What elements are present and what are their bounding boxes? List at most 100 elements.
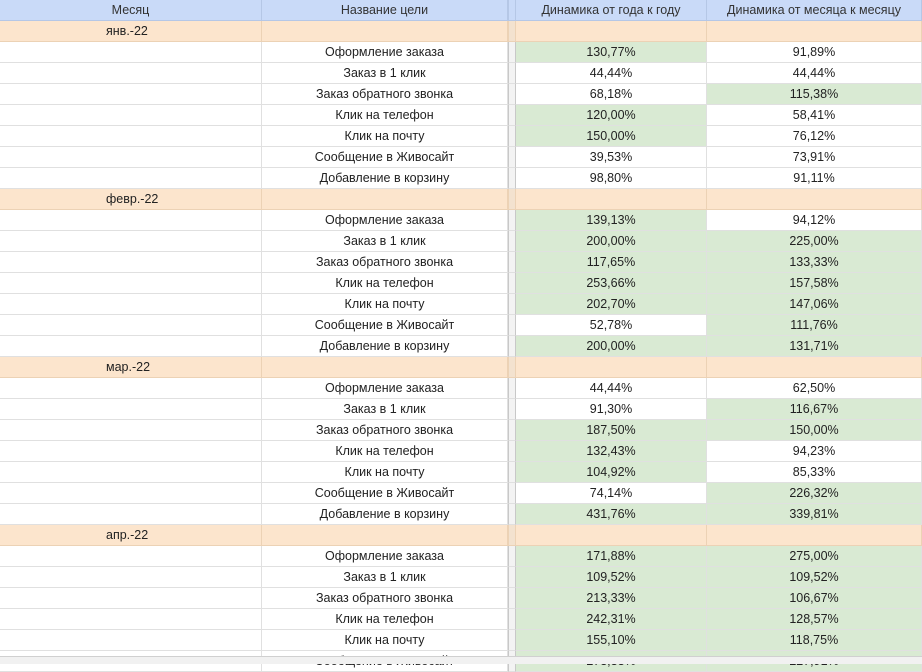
- yoy-cell[interactable]: 139,13%: [516, 210, 707, 231]
- frozen-column-divider[interactable]: [508, 504, 516, 525]
- empty-cell[interactable]: [0, 126, 262, 147]
- frozen-column-divider[interactable]: [508, 609, 516, 630]
- yoy-cell[interactable]: 202,70%: [516, 294, 707, 315]
- empty-cell[interactable]: [0, 546, 262, 567]
- frozen-column-divider[interactable]: [508, 588, 516, 609]
- yoy-cell[interactable]: 74,14%: [516, 483, 707, 504]
- goal-name-cell[interactable]: Сообщение в Живосайт: [262, 315, 508, 336]
- goal-name-cell[interactable]: Оформление заказа: [262, 42, 508, 63]
- yoy-cell[interactable]: 68,18%: [516, 84, 707, 105]
- goal-name-cell[interactable]: Клик на почту: [262, 126, 508, 147]
- mom-cell[interactable]: 58,41%: [707, 105, 922, 126]
- frozen-column-divider[interactable]: [508, 126, 516, 147]
- goal-name-cell[interactable]: Заказ обратного звонка: [262, 420, 508, 441]
- empty-cell[interactable]: [0, 105, 262, 126]
- header-goal-cell[interactable]: Название цели: [262, 0, 508, 21]
- yoy-cell[interactable]: 200,00%: [516, 336, 707, 357]
- month-cell[interactable]: апр.-22: [0, 525, 262, 546]
- empty-cell[interactable]: [0, 483, 262, 504]
- frozen-column-divider[interactable]: [508, 63, 516, 84]
- mom-cell[interactable]: 275,00%: [707, 546, 922, 567]
- empty-cell[interactable]: [0, 441, 262, 462]
- empty-cell[interactable]: [0, 84, 262, 105]
- goal-name-cell[interactable]: Заказ обратного звонка: [262, 84, 508, 105]
- yoy-cell[interactable]: 150,00%: [516, 126, 707, 147]
- mom-cell[interactable]: 133,33%: [707, 252, 922, 273]
- empty-cell[interactable]: [0, 420, 262, 441]
- month-cell[interactable]: янв.-22: [0, 21, 262, 42]
- empty-cell[interactable]: [262, 189, 508, 210]
- frozen-column-divider[interactable]: [508, 0, 516, 21]
- mom-cell[interactable]: 111,76%: [707, 315, 922, 336]
- empty-cell[interactable]: [262, 357, 508, 378]
- mom-cell[interactable]: 85,33%: [707, 462, 922, 483]
- frozen-column-divider[interactable]: [508, 147, 516, 168]
- goal-name-cell[interactable]: Заказ обратного звонка: [262, 252, 508, 273]
- empty-cell[interactable]: [0, 168, 262, 189]
- yoy-cell[interactable]: 52,78%: [516, 315, 707, 336]
- frozen-column-divider[interactable]: [508, 315, 516, 336]
- empty-cell[interactable]: [0, 609, 262, 630]
- empty-cell[interactable]: [707, 357, 922, 378]
- frozen-column-divider[interactable]: [508, 231, 516, 252]
- frozen-column-divider[interactable]: [508, 84, 516, 105]
- frozen-column-divider[interactable]: [508, 252, 516, 273]
- mom-cell[interactable]: 73,91%: [707, 147, 922, 168]
- frozen-column-divider[interactable]: [508, 567, 516, 588]
- empty-cell[interactable]: [0, 378, 262, 399]
- mom-cell[interactable]: 150,00%: [707, 420, 922, 441]
- goal-name-cell[interactable]: Клик на почту: [262, 630, 508, 651]
- frozen-column-divider[interactable]: [508, 483, 516, 504]
- empty-cell[interactable]: [0, 504, 262, 525]
- empty-cell[interactable]: [707, 189, 922, 210]
- goal-name-cell[interactable]: Клик на почту: [262, 462, 508, 483]
- mom-cell[interactable]: 76,12%: [707, 126, 922, 147]
- empty-cell[interactable]: [0, 231, 262, 252]
- empty-cell[interactable]: [516, 357, 707, 378]
- empty-cell[interactable]: [516, 525, 707, 546]
- yoy-cell[interactable]: 104,92%: [516, 462, 707, 483]
- mom-cell[interactable]: 339,81%: [707, 504, 922, 525]
- header-month-cell[interactable]: Месяц: [0, 0, 262, 21]
- yoy-cell[interactable]: 44,44%: [516, 378, 707, 399]
- header-mom-cell[interactable]: Динамика от месяца к месяцу: [707, 0, 922, 21]
- goal-name-cell[interactable]: Добавление в корзину: [262, 168, 508, 189]
- yoy-cell[interactable]: 130,77%: [516, 42, 707, 63]
- frozen-column-divider[interactable]: [508, 42, 516, 63]
- yoy-cell[interactable]: 187,50%: [516, 420, 707, 441]
- goal-name-cell[interactable]: Оформление заказа: [262, 378, 508, 399]
- frozen-column-divider[interactable]: [508, 357, 516, 378]
- frozen-column-divider[interactable]: [508, 462, 516, 483]
- frozen-column-divider[interactable]: [508, 441, 516, 462]
- mom-cell[interactable]: 128,57%: [707, 609, 922, 630]
- frozen-column-divider[interactable]: [508, 294, 516, 315]
- mom-cell[interactable]: 91,11%: [707, 168, 922, 189]
- mom-cell[interactable]: 94,12%: [707, 210, 922, 231]
- yoy-cell[interactable]: 117,65%: [516, 252, 707, 273]
- month-cell[interactable]: февр.-22: [0, 189, 262, 210]
- mom-cell[interactable]: 62,50%: [707, 378, 922, 399]
- empty-cell[interactable]: [0, 294, 262, 315]
- yoy-cell[interactable]: 213,33%: [516, 588, 707, 609]
- yoy-cell[interactable]: 431,76%: [516, 504, 707, 525]
- mom-cell[interactable]: 226,32%: [707, 483, 922, 504]
- mom-cell[interactable]: 225,00%: [707, 231, 922, 252]
- goal-name-cell[interactable]: Клик на телефон: [262, 441, 508, 462]
- frozen-column-divider[interactable]: [508, 630, 516, 651]
- mom-cell[interactable]: 131,71%: [707, 336, 922, 357]
- empty-cell[interactable]: [0, 336, 262, 357]
- frozen-column-divider[interactable]: [508, 189, 516, 210]
- empty-cell[interactable]: [0, 399, 262, 420]
- empty-cell[interactable]: [0, 630, 262, 651]
- yoy-cell[interactable]: 132,43%: [516, 441, 707, 462]
- frozen-column-divider[interactable]: [508, 210, 516, 231]
- yoy-cell[interactable]: 44,44%: [516, 63, 707, 84]
- mom-cell[interactable]: 157,58%: [707, 273, 922, 294]
- empty-cell[interactable]: [516, 21, 707, 42]
- mom-cell[interactable]: 118,75%: [707, 630, 922, 651]
- goal-name-cell[interactable]: Клик на телефон: [262, 273, 508, 294]
- mom-cell[interactable]: 94,23%: [707, 441, 922, 462]
- goal-name-cell[interactable]: Клик на телефон: [262, 105, 508, 126]
- yoy-cell[interactable]: 120,00%: [516, 105, 707, 126]
- goal-name-cell[interactable]: Оформление заказа: [262, 210, 508, 231]
